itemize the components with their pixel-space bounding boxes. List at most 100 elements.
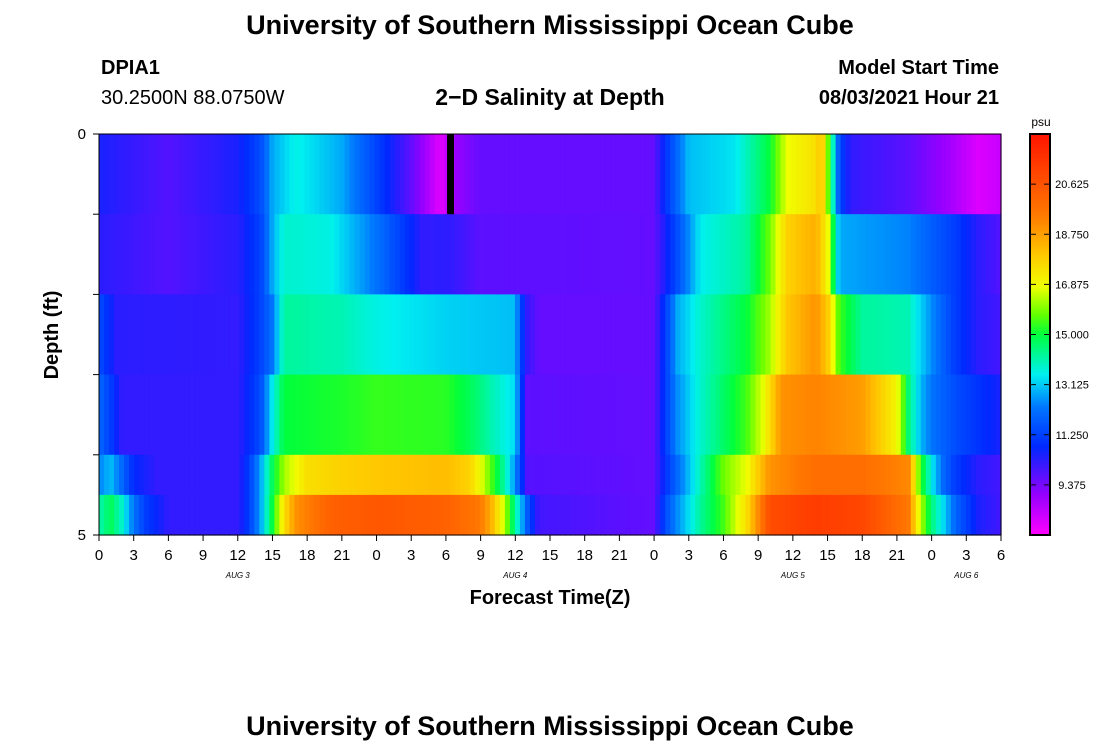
heatmap-cell xyxy=(780,294,787,376)
heatmap-cell xyxy=(199,134,205,215)
x-tick-label: 0 xyxy=(372,547,380,564)
heatmap-cell xyxy=(890,494,897,536)
heatmap-cell xyxy=(299,294,306,376)
heatmap-cell xyxy=(144,454,150,496)
heatmap-cell xyxy=(304,494,311,536)
heatmap-cell xyxy=(600,454,606,496)
heatmap-cell xyxy=(950,134,957,215)
heatmap-cell xyxy=(494,374,501,456)
x-tick-label: 6 xyxy=(997,547,1005,564)
heatmap-cell xyxy=(224,294,230,376)
heatmap-cell xyxy=(434,134,441,215)
heatmap-cell xyxy=(224,454,230,496)
heatmap-cell xyxy=(645,374,651,456)
heatmap-cell xyxy=(740,374,747,456)
heatmap-cell xyxy=(199,454,205,496)
heatmap-cell xyxy=(820,214,827,295)
heatmap-cell xyxy=(429,214,436,295)
heatmap-cell xyxy=(229,374,235,456)
heatmap-cell xyxy=(404,294,411,376)
heatmap-cell xyxy=(875,374,882,456)
heatmap-cell xyxy=(890,374,897,456)
heatmap-cell xyxy=(640,454,646,496)
heatmap-cell xyxy=(800,214,807,295)
heatmap-cell xyxy=(544,294,551,376)
heatmap-cell xyxy=(760,494,767,536)
heatmap-cell xyxy=(449,494,456,536)
heatmap-cell xyxy=(770,454,777,496)
heatmap-cell xyxy=(299,454,306,496)
heatmap-cell xyxy=(975,294,982,376)
heatmap-cell xyxy=(980,294,987,376)
axis-ticks xyxy=(93,133,1002,541)
heatmap-cell xyxy=(509,134,516,215)
heatmap-cell xyxy=(464,294,471,376)
heatmap-cell xyxy=(424,294,431,376)
heatmap-cell xyxy=(149,214,155,295)
heatmap-cell xyxy=(785,494,792,536)
heatmap-cell xyxy=(760,214,767,295)
heatmap-cell xyxy=(805,214,812,295)
heatmap-cell xyxy=(880,134,887,215)
heatmap-cell xyxy=(189,134,195,215)
station-id: DPIA1 xyxy=(101,57,160,79)
heatmap-cell xyxy=(169,374,175,456)
heatmap-cell xyxy=(344,134,351,215)
heatmap-cell xyxy=(329,294,336,376)
model-start-label: Model Start Time xyxy=(838,57,999,79)
heatmap-cell xyxy=(655,214,661,295)
heatmap-cell xyxy=(484,374,491,456)
heatmap-cell xyxy=(364,374,371,456)
heatmap-cell xyxy=(810,374,817,456)
colorbar-tick-label: 15.000 xyxy=(1055,330,1089,342)
heatmap-cell xyxy=(164,494,170,536)
heatmap-cell xyxy=(685,454,691,496)
heatmap-cell xyxy=(995,454,1002,496)
heatmap-cell xyxy=(189,374,195,456)
heatmap-cell xyxy=(469,494,476,536)
heatmap-cell xyxy=(645,454,651,496)
heatmap-cell xyxy=(825,294,832,376)
heatmap-cell xyxy=(730,454,737,496)
heatmap-cell xyxy=(635,494,641,536)
heatmap-cell xyxy=(555,214,561,295)
heatmap-cell xyxy=(479,214,486,295)
heatmap-cell xyxy=(950,214,957,295)
heatmap-cell xyxy=(935,494,942,536)
heatmap-cell xyxy=(920,294,927,376)
heatmap-cell xyxy=(289,494,296,536)
heatmap-cell xyxy=(750,294,757,376)
heatmap-cell xyxy=(394,134,401,215)
heatmap-cell xyxy=(239,494,245,536)
heatmap-cell xyxy=(640,294,646,376)
heatmap-cell xyxy=(810,294,817,376)
heatmap-cell xyxy=(575,454,581,496)
heatmap-cell xyxy=(349,494,356,536)
heatmap-cell xyxy=(585,134,591,215)
heatmap-cell xyxy=(625,214,631,295)
heatmap-cell xyxy=(960,454,967,496)
heatmap-cell xyxy=(845,134,852,215)
heatmap-cell xyxy=(935,374,942,456)
heatmap-cell xyxy=(880,214,887,295)
heatmap-cell xyxy=(309,214,316,295)
heatmap-cell xyxy=(154,214,160,295)
heatmap-cell xyxy=(940,374,947,456)
heatmap-cell xyxy=(519,494,526,536)
heatmap-cell xyxy=(354,214,361,295)
heatmap-cell xyxy=(695,374,701,456)
heatmap-cell xyxy=(444,494,451,536)
heatmap-cell xyxy=(139,454,145,496)
heatmap-cell xyxy=(560,494,566,536)
heatmap-cell xyxy=(254,134,260,215)
heatmap-cell xyxy=(750,454,757,496)
heatmap-cell xyxy=(715,374,721,456)
heatmap-cell xyxy=(354,494,361,536)
heatmap-cell xyxy=(359,134,366,215)
heatmap-cell xyxy=(464,374,471,456)
heatmap-cell xyxy=(625,454,631,496)
heatmap-cell xyxy=(990,374,997,456)
heatmap-cell xyxy=(109,134,115,215)
heatmap-cell xyxy=(524,294,531,376)
heatmap-cell xyxy=(920,494,927,536)
